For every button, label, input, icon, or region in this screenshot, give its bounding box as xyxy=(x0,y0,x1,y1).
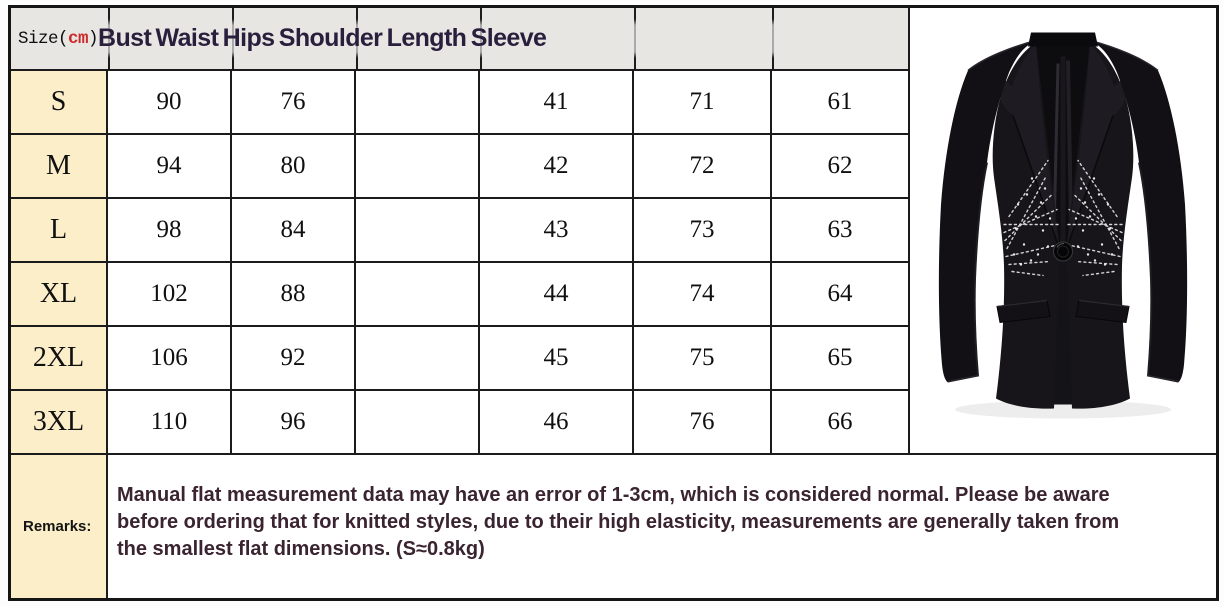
hips-cell xyxy=(356,327,480,391)
header-divider xyxy=(232,8,234,69)
bust-cell: 102 xyxy=(108,263,232,327)
waist-cell: 84 xyxy=(232,199,356,263)
shoulder-value: 45 xyxy=(543,344,569,371)
waist-cell: 76 xyxy=(232,71,356,135)
sleeve-value: 62 xyxy=(827,152,853,179)
size-label-cell: L xyxy=(11,199,108,263)
shoulder-cell: 43 xyxy=(480,199,634,263)
length-value: 76 xyxy=(689,408,715,435)
bust-cell: 110 xyxy=(108,391,232,455)
size-label: S xyxy=(50,86,67,117)
length-cell: 75 xyxy=(634,327,772,391)
size-label-cell: 2XL xyxy=(11,327,108,391)
size-chart-table: Size(cm) Bust Waist Hips Shoulder Length… xyxy=(8,5,1219,601)
length-cell: 72 xyxy=(634,135,772,199)
shoulder-value: 44 xyxy=(543,280,569,307)
length-cell: 74 xyxy=(634,263,772,327)
hips-cell xyxy=(356,199,480,263)
remarks-label: Remarks: xyxy=(11,455,108,598)
hips-cell xyxy=(356,135,480,199)
header-divider xyxy=(356,8,358,69)
header-divider xyxy=(480,8,482,69)
waist-value: 96 xyxy=(280,408,306,435)
waist-cell: 88 xyxy=(232,263,356,327)
shoulder-cell: 45 xyxy=(480,327,634,391)
sleeve-value: 66 xyxy=(827,408,853,435)
length-value: 72 xyxy=(689,152,715,179)
sleeve-value: 63 xyxy=(827,216,853,243)
header-divider xyxy=(634,8,636,69)
size-unit-label: Size(cm) xyxy=(11,28,99,49)
sleeve-cell: 66 xyxy=(772,391,910,455)
length-cell: 71 xyxy=(634,71,772,135)
bust-cell: 94 xyxy=(108,135,232,199)
size-label-cell: XL xyxy=(11,263,108,327)
waist-cell: 80 xyxy=(232,135,356,199)
header-divider xyxy=(108,8,110,69)
length-value: 74 xyxy=(689,280,715,307)
blazer-illustration xyxy=(937,32,1189,419)
table-header-row: Size(cm) Bust Waist Hips Shoulder Length… xyxy=(11,8,910,71)
sleeve-cell: 63 xyxy=(772,199,910,263)
waist-cell: 96 xyxy=(232,391,356,455)
waist-value: 92 xyxy=(280,344,306,371)
hips-cell xyxy=(356,263,480,327)
sleeve-cell: 64 xyxy=(772,263,910,327)
product-photo xyxy=(910,8,1216,455)
shoulder-value: 41 xyxy=(543,88,569,115)
bust-value: 110 xyxy=(150,408,188,435)
length-cell: 73 xyxy=(634,199,772,263)
waist-value: 84 xyxy=(280,216,306,243)
waist-value: 76 xyxy=(280,88,306,115)
shoulder-cell: 46 xyxy=(480,391,634,455)
waist-value: 80 xyxy=(280,152,306,179)
hips-cell xyxy=(356,391,480,455)
length-value: 75 xyxy=(689,344,715,371)
size-label-cell: S xyxy=(11,71,108,135)
size-label-cell: M xyxy=(11,135,108,199)
bust-value: 102 xyxy=(150,280,188,307)
measurement-columns-label: Bust Waist Hips Shoulder Length Sleeve xyxy=(98,24,547,52)
size-label: M xyxy=(46,150,71,181)
size-label: XL xyxy=(39,278,78,309)
sleeve-cell: 62 xyxy=(772,135,910,199)
sleeve-value: 64 xyxy=(827,280,853,307)
length-value: 71 xyxy=(689,88,715,115)
cm-unit: cm xyxy=(68,28,89,49)
length-value: 73 xyxy=(689,216,715,243)
bust-value: 98 xyxy=(156,216,182,243)
sleeve-value: 65 xyxy=(827,344,853,371)
bust-cell: 98 xyxy=(108,199,232,263)
size-label-cell: 3XL xyxy=(11,391,108,455)
length-cell: 76 xyxy=(634,391,772,455)
size-label: 2XL xyxy=(32,342,85,373)
size-label: 3XL xyxy=(32,406,85,437)
bust-value: 94 xyxy=(156,152,182,179)
remarks-text: Manual flat measurement data may have an… xyxy=(117,484,1120,560)
waist-value: 88 xyxy=(280,280,306,307)
bust-cell: 90 xyxy=(108,71,232,135)
sleeve-value: 61 xyxy=(827,88,853,115)
shoulder-cell: 41 xyxy=(480,71,634,135)
shoulder-value: 43 xyxy=(543,216,569,243)
size-label-prefix: Size( xyxy=(18,28,69,49)
bust-cell: 106 xyxy=(108,327,232,391)
shoulder-value: 46 xyxy=(543,408,569,435)
bust-value: 106 xyxy=(150,344,188,371)
sleeve-cell: 61 xyxy=(772,71,910,135)
bust-value: 90 xyxy=(156,88,182,115)
remarks-cell: Manual flat measurement data may have an… xyxy=(108,455,1216,598)
hips-cell xyxy=(356,71,480,135)
waist-cell: 92 xyxy=(232,327,356,391)
sleeve-cell: 65 xyxy=(772,327,910,391)
shoulder-value: 42 xyxy=(543,152,569,179)
header-divider xyxy=(772,8,774,69)
size-label: L xyxy=(49,214,68,245)
shoulder-cell: 44 xyxy=(480,263,634,327)
shoulder-cell: 42 xyxy=(480,135,634,199)
size-label-suffix: ) xyxy=(88,28,99,49)
